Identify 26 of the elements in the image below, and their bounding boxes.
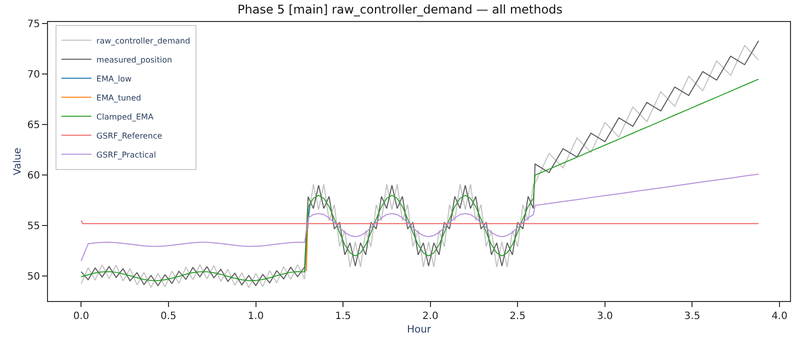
legend-label: Clamped_EMA (96, 112, 154, 122)
x-tick-label: 3.0 (596, 311, 613, 322)
legend-label: raw_controller_demand (96, 36, 190, 46)
x-tick-label: 2.0 (422, 311, 438, 322)
x-tick-label: 1.0 (248, 311, 264, 322)
x-tick-label: 2.5 (510, 311, 526, 322)
y-tick-label: 70 (27, 70, 40, 81)
legend-label: EMA_tuned (96, 93, 142, 102)
legend-label: GSRF_Practical (96, 150, 156, 160)
y-tick-label: 75 (27, 19, 40, 30)
y-tick-label: 55 (27, 221, 40, 232)
legend-label: GSRF_Reference (96, 131, 162, 140)
x-tick-label: 0.0 (73, 311, 90, 322)
line-series (80, 174, 760, 262)
x-tick-label: 4.0 (772, 311, 788, 322)
x-tick-label: 0.5 (160, 311, 176, 322)
x-tick-label: 1.5 (335, 311, 352, 322)
y-tick-label: 65 (27, 120, 40, 132)
legend-label: EMA_low (96, 74, 132, 84)
legend-label: measured_position (96, 55, 172, 64)
y-axis-title: Value (12, 148, 24, 176)
chart-title: Phase 5 [main] raw_controller_demand — all methods (238, 2, 562, 17)
x-axis-title: Hour (406, 324, 432, 336)
y-tick-label: 50 (27, 272, 40, 283)
x-tick-label: 3.5 (684, 311, 700, 322)
y-tick-label: 60 (27, 170, 40, 182)
